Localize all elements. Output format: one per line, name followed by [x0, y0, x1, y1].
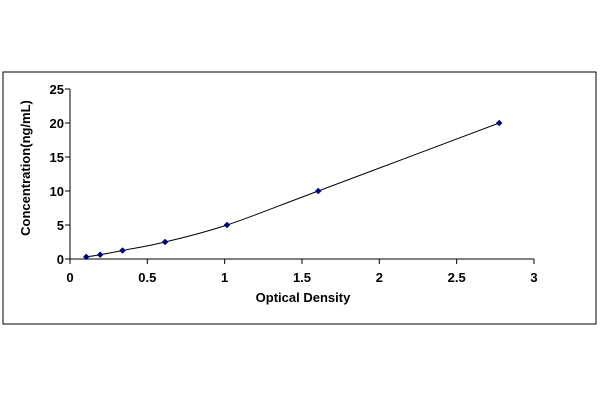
data-point-marker [161, 238, 169, 246]
data-point-marker [96, 251, 104, 259]
x-tick-label: 2 [376, 270, 383, 285]
x-tick-label: 0.5 [138, 270, 156, 285]
data-point-marker [314, 187, 322, 195]
plot-area: 0 5 10 15 20 25 0 0.5 1 1.5 2 2.5 3 [50, 82, 538, 285]
x-tick-label: 3 [530, 270, 537, 285]
y-axis-title: Concentration(ng/mL) [18, 100, 33, 236]
data-point-marker [119, 247, 126, 254]
data-point-marker [495, 119, 503, 127]
x-tick-label: 1.5 [293, 270, 311, 285]
y-tick-label: 0 [57, 252, 64, 267]
y-tick-label: 5 [57, 218, 64, 233]
x-tick-label: 0 [66, 270, 73, 285]
data-point-marker [223, 221, 231, 229]
x-axis-title: Optical Density [256, 290, 351, 305]
x-tick-label: 2.5 [448, 270, 466, 285]
y-tick-label: 25 [50, 82, 64, 97]
data-point-marker [82, 253, 90, 261]
y-tick-label: 10 [50, 184, 64, 199]
y-tick-label: 20 [50, 116, 64, 131]
x-tick-label: 1 [221, 270, 228, 285]
y-tick-label: 15 [50, 150, 64, 165]
